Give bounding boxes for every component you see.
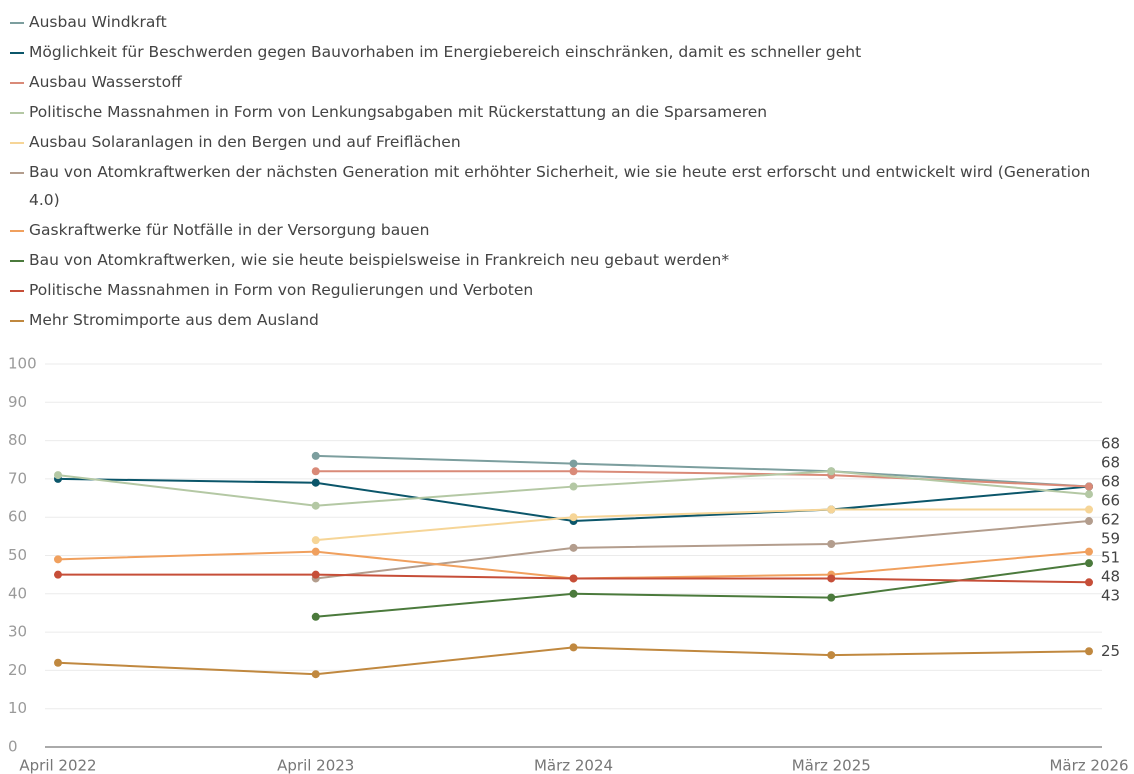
data-point: [569, 513, 578, 522]
series-line: [315, 562, 1090, 618]
legend-swatch: [10, 142, 24, 144]
legend-swatch: [10, 82, 24, 84]
y-tick-label: 40: [8, 584, 27, 602]
end-label: 25: [1101, 642, 1120, 660]
legend-item: Gaskraftwerke für Notfälle in der Versor…: [10, 216, 1120, 244]
y-tick-label: 20: [8, 661, 27, 679]
legend-label: Politische Massnahmen in Form von Reguli…: [29, 281, 534, 299]
data-point: [569, 543, 578, 552]
data-point: [827, 593, 836, 602]
data-point: [827, 651, 836, 660]
data-point: [1085, 490, 1093, 499]
data-point: [569, 467, 578, 476]
data-point: [54, 658, 62, 667]
legend-item: Bau von Atomkraftwerken der nächsten Gen…: [10, 158, 1120, 214]
data-point: [827, 540, 836, 549]
x-tick-label: März 2026: [1049, 757, 1128, 774]
legend-label: Möglichkeit für Beschwerden gegen Bauvor…: [29, 43, 862, 61]
end-label: 66: [1101, 492, 1120, 510]
data-point: [569, 574, 578, 583]
legend-label: Ausbau Wasserstoff: [29, 73, 182, 91]
data-point: [54, 471, 62, 480]
data-point: [54, 555, 62, 564]
data-point: [1085, 482, 1093, 491]
legend-item: Mehr Stromimporte aus dem Ausland: [10, 306, 1120, 334]
y-tick-label: 10: [8, 699, 27, 717]
end-label: 59: [1101, 530, 1120, 548]
legend-label: Politische Massnahmen in Form von Lenkun…: [29, 103, 768, 121]
y-tick-label: 0: [8, 738, 18, 756]
legend-item: Politische Massnahmen in Form von Reguli…: [10, 276, 1120, 304]
end-label: 68: [1101, 473, 1120, 491]
data-point: [1085, 547, 1093, 556]
data-point: [311, 467, 320, 476]
x-tick-label: März 2024: [534, 757, 613, 774]
data-point: [1085, 578, 1093, 587]
legend-label: Ausbau Solaranlagen in den Bergen und au…: [29, 133, 461, 151]
data-point: [311, 547, 320, 556]
legend-item: Ausbau Windkraft: [10, 8, 1120, 36]
data-point: [827, 467, 836, 476]
data-point: [311, 478, 320, 487]
legend-item: Bau von Atomkraftwerken, wie sie heute b…: [10, 246, 1120, 274]
end-label: 68: [1101, 435, 1120, 453]
legend-label: Ausbau Windkraft: [29, 13, 167, 31]
data-point: [1085, 517, 1093, 526]
legend-item: Ausbau Solaranlagen in den Bergen und au…: [10, 128, 1120, 156]
end-label: 43: [1101, 587, 1120, 605]
legend: Ausbau Windkraft Möglichkeit für Beschwer…: [10, 8, 1120, 336]
end-label: 62: [1101, 511, 1120, 529]
series-line: [315, 508, 1089, 542]
y-tick-label: 70: [8, 469, 27, 487]
series-line: [315, 470, 1090, 488]
data-point: [311, 451, 320, 460]
legend-swatch: [10, 230, 24, 232]
y-tick-label: 60: [8, 508, 27, 526]
legend-item: Politische Massnahmen in Form von Lenkun…: [10, 98, 1120, 126]
y-tick-label: 90: [8, 393, 27, 411]
data-point: [311, 536, 320, 545]
data-point: [569, 643, 578, 652]
end-label: 68: [1101, 454, 1120, 472]
data-point: [311, 670, 320, 679]
y-tick-label: 80: [8, 431, 27, 449]
end-label: 51: [1101, 549, 1120, 567]
data-point: [569, 482, 578, 491]
x-tick-label: April 2023: [277, 757, 354, 774]
legend-swatch: [10, 172, 24, 174]
series-line: [315, 520, 1090, 580]
data-point: [311, 501, 320, 510]
data-point: [827, 574, 836, 583]
legend-swatch: [10, 52, 24, 54]
data-point: [311, 570, 320, 579]
data-point: [1085, 505, 1093, 514]
legend-swatch: [10, 22, 24, 24]
data-point: [1085, 559, 1093, 568]
y-tick-label: 100: [8, 355, 37, 373]
data-point: [311, 612, 320, 621]
legend-swatch: [10, 260, 24, 262]
legend-item: Möglichkeit für Beschwerden gegen Bauvor…: [10, 38, 1120, 66]
data-point: [827, 505, 836, 514]
data-point: [1085, 647, 1093, 656]
x-tick-label: April 2022: [19, 757, 96, 774]
series-line: [315, 454, 1090, 488]
data-point: [569, 459, 578, 468]
legend-swatch: [10, 290, 24, 292]
data-point: [569, 589, 578, 598]
y-tick-label: 50: [8, 546, 27, 564]
legend-label: Mehr Stromimporte aus dem Ausland: [29, 311, 319, 329]
legend-label: Bau von Atomkraftwerken der nächsten Gen…: [29, 163, 1091, 209]
legend-item: Ausbau Wasserstoff: [10, 68, 1120, 96]
legend-label: Gaskraftwerke für Notfälle in der Versor…: [29, 221, 430, 239]
legend-label: Bau von Atomkraftwerken, wie sie heute b…: [29, 251, 730, 269]
legend-swatch: [10, 320, 24, 322]
y-tick-label: 30: [8, 623, 27, 641]
x-tick-label: März 2025: [792, 757, 871, 774]
legend-swatch: [10, 112, 24, 114]
end-label: 48: [1101, 568, 1120, 586]
data-point: [54, 570, 62, 579]
